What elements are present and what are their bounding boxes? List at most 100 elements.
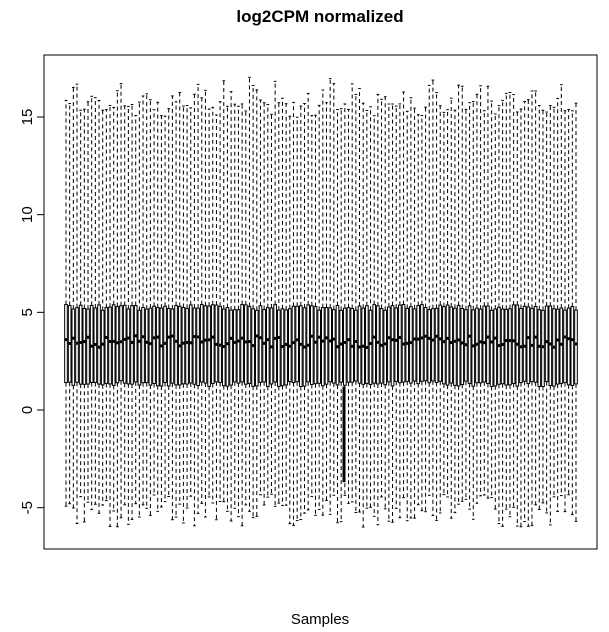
sample-box [445,109,450,498]
sample-box [291,101,296,526]
iqr-box [122,304,127,384]
sample-box [302,102,307,514]
sample-box [376,93,380,526]
iqr-box [306,304,310,383]
sample-box [548,105,553,526]
iqr-box [251,308,255,387]
sample-box [115,90,120,528]
sample-box [254,89,259,517]
sample-box [64,99,68,507]
iqr-box [544,305,549,383]
iqr-box [317,309,321,384]
iqr-box [357,305,362,384]
sample-box [218,101,222,502]
iqr-box [203,305,208,384]
iqr-box [119,305,123,382]
y-tick-label: 5 [19,308,36,316]
sample-box [464,108,468,500]
sample-box [563,110,567,513]
sample-box [240,103,244,527]
sample-box [232,103,237,509]
iqr-box [276,309,281,387]
iqr-box [445,304,450,386]
y-tick-label: -5 [19,501,36,514]
iqr-box [232,309,237,383]
sample-box [273,80,277,507]
sample-box [203,89,208,518]
iqr-box [321,307,325,387]
sample-box [166,108,171,497]
iqr-box [427,309,432,384]
iqr-box [97,304,101,385]
sample-box [504,92,509,510]
sample-box [181,105,186,524]
sample-box [247,76,252,512]
iqr-box [258,305,263,383]
sample-box [177,92,182,505]
sample-box [405,110,410,522]
iqr-box [332,309,336,384]
sample-box [196,83,200,514]
iqr-box [416,305,421,385]
iqr-box [82,308,87,385]
sample-box [537,105,542,510]
iqr-box [504,308,509,386]
y-tick-label: 15 [19,109,36,126]
sample-box [460,85,465,502]
iqr-box [254,309,259,387]
sample-box [276,102,281,504]
iqr-box [104,307,109,384]
sample-box [515,111,520,527]
iqr-box [247,305,252,384]
sample-box [141,95,145,506]
iqr-box [108,306,112,385]
sample-box [104,109,109,502]
sample-box [280,97,285,507]
sample-box [482,110,487,496]
sample-box [493,113,498,510]
iqr-box [493,308,498,387]
sample-box [489,100,494,499]
iqr-box [174,305,178,386]
iqr-box [89,304,94,383]
iqr-box [100,309,105,386]
sample-box [467,102,472,510]
iqr-box [394,307,399,382]
sample-box [365,109,369,509]
sample-box [350,83,355,503]
sample-box [243,110,248,506]
iqr-box [75,307,79,383]
iqr-box [273,304,277,383]
sample-box [555,97,560,512]
sample-box [328,78,332,515]
sample-box [236,105,241,518]
sample-box [269,113,274,495]
iqr-box [526,306,531,385]
sample-box [456,84,461,505]
sample-box [431,79,435,516]
sample-box [133,114,138,505]
iqr-box [243,304,248,385]
sample-box [574,102,578,522]
sample-box [137,101,142,518]
sample-box [258,99,263,496]
iqr-box [155,307,160,387]
iqr-box [148,307,153,386]
sample-box [78,109,83,498]
sample-box [471,101,476,520]
sample-box [170,95,175,521]
sample-box [93,97,98,505]
iqr-box [486,305,490,384]
iqr-box [78,304,83,385]
iqr-box [262,309,266,383]
y-tick-label: 0 [19,406,36,414]
iqr-box [434,307,439,383]
sample-box [570,110,575,516]
sample-box [75,83,79,525]
sample-box [86,101,90,503]
sample-box [306,92,310,511]
iqr-box [196,307,200,387]
sample-box [530,90,534,527]
sample-box [522,101,527,523]
iqr-box [431,308,435,382]
